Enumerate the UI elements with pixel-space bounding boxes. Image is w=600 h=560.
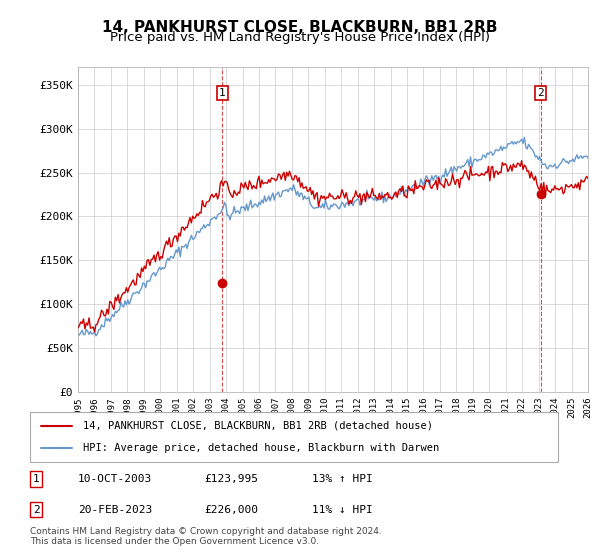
- Text: 11% ↓ HPI: 11% ↓ HPI: [312, 505, 373, 515]
- Text: 13% ↑ HPI: 13% ↑ HPI: [312, 474, 373, 484]
- Text: 10-OCT-2003: 10-OCT-2003: [78, 474, 152, 484]
- Text: Contains HM Land Registry data © Crown copyright and database right 2024.
This d: Contains HM Land Registry data © Crown c…: [30, 526, 382, 546]
- Text: 14, PANKHURST CLOSE, BLACKBURN, BB1 2RB (detached house): 14, PANKHURST CLOSE, BLACKBURN, BB1 2RB …: [83, 421, 433, 431]
- Text: 1: 1: [32, 474, 40, 484]
- Text: HPI: Average price, detached house, Blackburn with Darwen: HPI: Average price, detached house, Blac…: [83, 443, 439, 453]
- Text: 14, PANKHURST CLOSE, BLACKBURN, BB1 2RB: 14, PANKHURST CLOSE, BLACKBURN, BB1 2RB: [102, 20, 498, 35]
- Text: Price paid vs. HM Land Registry's House Price Index (HPI): Price paid vs. HM Land Registry's House …: [110, 31, 490, 44]
- Text: 20-FEB-2023: 20-FEB-2023: [78, 505, 152, 515]
- Text: 2: 2: [32, 505, 40, 515]
- Text: 2: 2: [537, 88, 544, 98]
- FancyBboxPatch shape: [30, 412, 558, 462]
- Text: £226,000: £226,000: [204, 505, 258, 515]
- Text: 1: 1: [219, 88, 226, 98]
- Text: £123,995: £123,995: [204, 474, 258, 484]
